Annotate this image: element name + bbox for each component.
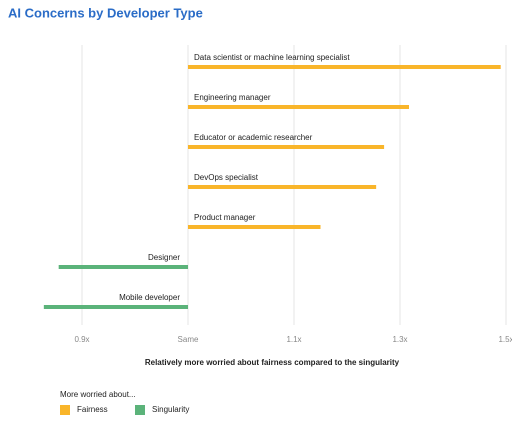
bar <box>43 305 189 309</box>
category-label: Data scientist or machine learning speci… <box>194 53 350 62</box>
legend-label: Singularity <box>152 405 189 414</box>
x-tick-label: 1.3x <box>392 335 407 344</box>
x-tick-label: 1.1x <box>286 335 301 344</box>
chart-title: AI Concerns by Developer Type <box>8 5 203 20</box>
x-tick-label: Same <box>178 335 199 344</box>
legend-swatch <box>60 405 70 415</box>
category-label: Engineering manager <box>194 93 271 102</box>
category-label: Product manager <box>194 213 256 222</box>
category-label: Mobile developer <box>119 293 180 302</box>
x-axis-title: Relatively more worried about fairness c… <box>145 358 400 367</box>
bar <box>188 145 385 149</box>
bar <box>188 105 410 109</box>
bar <box>188 225 321 229</box>
bar <box>58 265 189 269</box>
legend-swatch <box>135 405 145 415</box>
bar <box>188 185 377 189</box>
legend-title: More worried about... <box>60 390 136 399</box>
category-label: Designer <box>148 253 180 262</box>
bar <box>188 65 501 69</box>
x-tick-label: 1.5x <box>498 335 512 344</box>
category-label: Educator or academic researcher <box>194 133 313 142</box>
category-label: DevOps specialist <box>194 173 259 182</box>
x-tick-label: 0.9x <box>74 335 89 344</box>
legend-label: Fairness <box>77 405 108 414</box>
